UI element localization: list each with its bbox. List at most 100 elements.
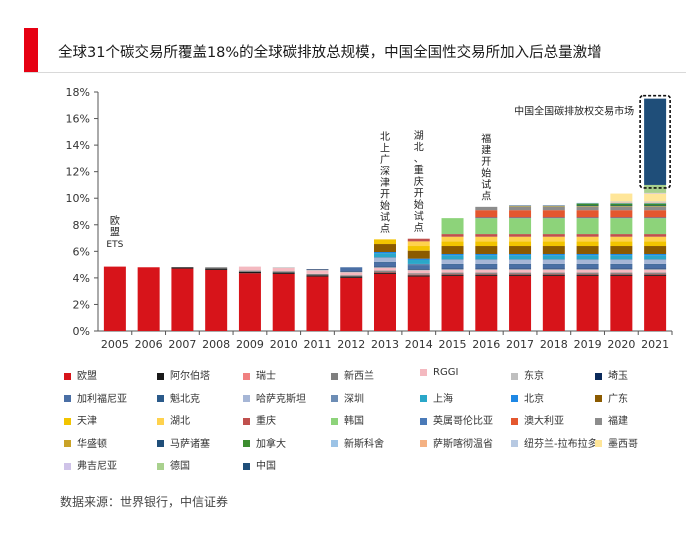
bar-segment-2016 (475, 217, 498, 219)
bar-segment-2013 (374, 251, 396, 254)
legend-item: 瑞士 (243, 367, 276, 382)
bar-segment-2020 (610, 263, 633, 265)
bar-segment-2019 (576, 206, 599, 211)
legend-item: 马萨诸塞 (157, 435, 210, 450)
bar-segment-2007 (171, 267, 194, 269)
legend-label: 澳大利亚 (524, 416, 564, 427)
legend-label: 马萨诸塞 (170, 438, 210, 450)
bar-segment-2016 (475, 241, 498, 247)
bar-segment-2017 (509, 259, 532, 260)
bar-segment-2013 (374, 267, 396, 271)
legend-item: 中国 (243, 457, 276, 472)
y-tick-label: 4% (73, 272, 90, 285)
bar-segment-2018 (542, 268, 565, 270)
bar-segment-2013 (374, 239, 396, 245)
legend-label: 韩国 (344, 416, 364, 427)
legend-item: 阿尔伯塔 (157, 367, 210, 382)
bar-segment-2020 (610, 273, 633, 275)
bar-segment-2016 (475, 264, 498, 269)
bar-segment-2020 (610, 255, 633, 260)
bar-segment-2015 (441, 275, 464, 331)
bar-segment-2020 (610, 236, 633, 242)
legend-item: 英属哥伦比亚 (420, 412, 493, 427)
bar-segment-2021 (644, 217, 667, 219)
bar-segment-2019 (576, 246, 599, 254)
bar-segment-2018 (542, 234, 565, 237)
bar-segment-2006 (137, 267, 160, 331)
bar-segment-2012 (340, 267, 363, 272)
bar-segment-2018 (542, 253, 565, 256)
bar-segment-2014 (407, 275, 430, 277)
bar-segment-2019 (576, 218, 599, 235)
bar-segment-2014 (407, 274, 430, 276)
bar-segment-2021 (644, 218, 667, 235)
y-tick-label: 16% (66, 113, 90, 126)
bar-segment-2019 (576, 241, 599, 247)
bar-segment-2021 (644, 272, 667, 274)
legend-label: 华盛顿 (77, 438, 107, 450)
bar-segment-2021 (644, 268, 667, 270)
legend-swatch (595, 417, 602, 425)
bar-segment-2016 (475, 206, 498, 211)
y-tick-label: 18% (66, 86, 90, 99)
bar-segment-2021 (644, 205, 667, 207)
bar-segment-2019 (576, 206, 599, 207)
bar-segment-2005 (103, 266, 126, 331)
bar-segment-2008 (205, 267, 228, 269)
bar-segment-2019 (576, 273, 599, 275)
legend-swatch (157, 417, 164, 425)
bar-segment-2011 (306, 275, 329, 277)
x-tick-label: 2021 (641, 338, 669, 351)
bar-segment-2016 (475, 234, 498, 237)
bar-segment-2016 (475, 246, 498, 254)
bar-segment-2021 (644, 236, 667, 242)
bar-segment-2019 (576, 203, 599, 206)
bar-segment-2020 (610, 210, 633, 218)
bar-segment-2007 (171, 268, 194, 331)
legend-item: 深圳 (331, 390, 364, 405)
legend-swatch (331, 440, 338, 447)
bar-segment-2015 (441, 274, 464, 276)
bar-segment-2021 (644, 259, 667, 264)
bar-segment-2014 (407, 273, 430, 275)
legend-item: 魁北克 (157, 390, 200, 405)
legend-swatch (331, 395, 338, 402)
bar-segment-2016 (475, 272, 498, 274)
legend-label: 魁北克 (170, 393, 200, 405)
bar-segment-2014 (407, 241, 430, 247)
bar-segment-2020 (610, 269, 633, 273)
legend-item: 华盛顿 (64, 435, 107, 450)
bar-segment-2019 (576, 234, 599, 237)
bar-segment-2021 (644, 274, 667, 276)
legend-swatch (511, 395, 518, 402)
bar-segment-2021 (644, 241, 667, 247)
legend-item: 埼玉 (595, 367, 628, 382)
bar-segment-2015 (441, 263, 464, 265)
annotation-2013: 北上广深津开始试点 (380, 131, 390, 235)
bar-segment-2012 (340, 277, 363, 331)
x-tick-label: 2015 (439, 338, 467, 351)
bar-segment-2018 (542, 206, 565, 211)
legend-item: 广东 (595, 390, 628, 405)
legend-label: 阿尔伯塔 (170, 371, 210, 382)
legend-swatch (243, 372, 250, 380)
bar-segment-2020 (610, 259, 633, 264)
bar-segment-2018 (542, 205, 565, 207)
bar-segment-2013 (374, 267, 396, 268)
bar-segment-2021 (644, 192, 667, 194)
legend-label: 哈萨克斯坦 (256, 393, 306, 405)
bar-segment-2012 (340, 271, 363, 273)
bar-segment-2018 (542, 206, 565, 207)
legend-swatch (595, 440, 602, 447)
bar-segment-2015 (441, 253, 464, 256)
legend-swatch (243, 462, 250, 470)
bar-segment-2017 (509, 273, 532, 275)
bar-segment-2020 (610, 272, 633, 274)
bar-segment-2014 (407, 270, 430, 274)
bar-segment-2017 (509, 205, 532, 207)
legend-label: 深圳 (344, 393, 364, 405)
legend-swatch (595, 395, 602, 402)
bar-segment-2013 (374, 271, 396, 273)
bar-segment-2020 (610, 201, 633, 203)
bar-segment-2020 (610, 202, 633, 203)
